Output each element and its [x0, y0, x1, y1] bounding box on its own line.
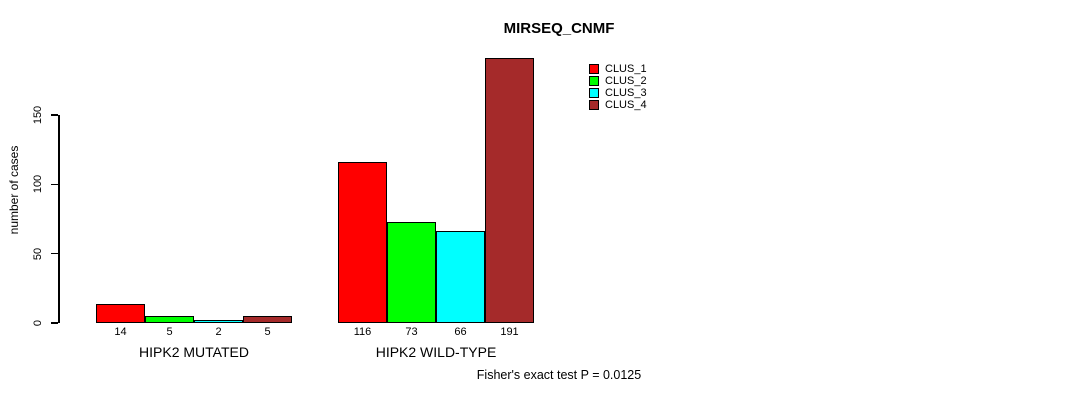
y-tick-label: 100 — [32, 175, 44, 194]
bar-group1-clus_1 — [96, 303, 145, 323]
y-tick-label: 50 — [32, 247, 44, 260]
legend-item-clus_3: CLUS_3 — [589, 87, 647, 99]
bar-group1-clus_2 — [145, 316, 194, 323]
legend-label: CLUS_3 — [605, 87, 647, 99]
bar-value-label: 14 — [114, 326, 127, 338]
legend-swatch-clus_2 — [589, 76, 599, 86]
chart-title: MIRSEQ_CNMF — [503, 20, 615, 37]
legend-label: CLUS_2 — [605, 75, 647, 87]
y-tick-mark — [51, 322, 58, 324]
bar-value-label: 2 — [215, 326, 222, 338]
group-label: HIPK2 WILD-TYPE — [375, 344, 497, 360]
y-tick-label: 150 — [32, 105, 44, 125]
bar-value-label: 116 — [353, 326, 372, 338]
stat-annotation: Fisher's exact test P = 0.0125 — [476, 368, 642, 382]
legend-swatch-clus_4 — [589, 100, 599, 110]
bar-value-label: 5 — [264, 326, 271, 338]
y-tick-mark — [51, 252, 58, 255]
bar-group1-clus_4 — [243, 316, 292, 323]
legend-item-clus_1: CLUS_1 — [589, 63, 647, 75]
bar-value-label: 5 — [166, 326, 173, 338]
y-tick-mark — [51, 183, 58, 186]
bar-value-label: 191 — [500, 326, 519, 338]
bar-value-label: 66 — [454, 326, 467, 338]
legend-item-clus_2: CLUS_2 — [589, 75, 647, 87]
group-label: HIPK2 MUTATED — [139, 344, 249, 360]
legend-label: CLUS_1 — [605, 63, 647, 75]
bar-group2-clus_4 — [485, 58, 534, 323]
y-tick-label: 0 — [32, 319, 44, 327]
bar-group2-clus_2 — [387, 221, 436, 323]
bar-value-label: 73 — [405, 326, 418, 338]
y-axis-line — [58, 115, 60, 323]
y-tick-mark — [51, 114, 58, 116]
legend-swatch-clus_3 — [589, 88, 599, 98]
bar-group1-clus_3 — [194, 320, 243, 323]
legend-label: CLUS_4 — [605, 99, 647, 111]
bar-group2-clus_1 — [338, 162, 387, 323]
y-axis-title: number of cases — [7, 145, 21, 235]
legend-item-clus_4: CLUS_4 — [589, 99, 647, 111]
bar-group2-clus_3 — [436, 231, 485, 323]
legend: CLUS_1 CLUS_2 CLUS_3 CLUS_4 — [589, 63, 647, 111]
legend-swatch-clus_1 — [589, 64, 599, 74]
